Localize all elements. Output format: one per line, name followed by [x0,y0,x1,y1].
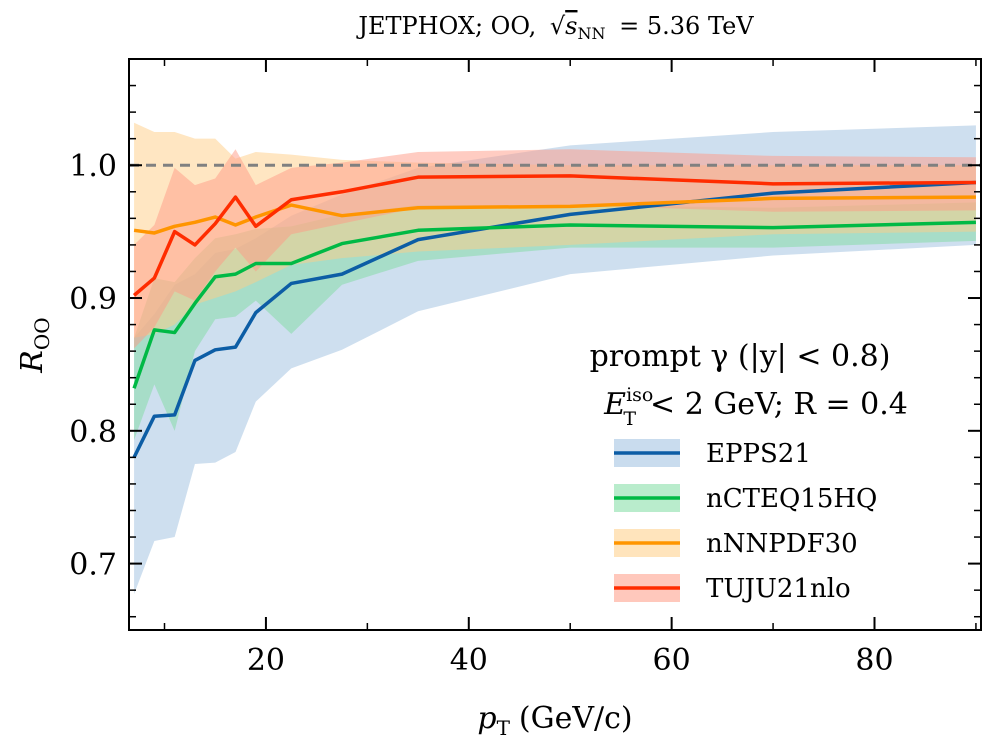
line-nnnpdf30 [133,195,976,235]
x-axis-label: pT (GeV/c) [477,701,632,740]
x-tick-label: 40 [450,643,488,678]
line-epps21 [132,180,977,459]
x-tick-label: 60 [653,643,691,678]
legend-label-ncteq15hq: nCTEQ15HQ [706,484,877,514]
y-tick-label: 1.0 [69,149,117,184]
x-label-symbol: p [477,701,496,736]
legend-label-tuju21nlo: TUJU21nlo [706,574,851,604]
x-tick-label: 80 [855,643,893,678]
axis-ticks: 20 40 60 80 0.7 0.8 0.9 1.0 [69,58,981,678]
annotation-sup: iso [626,384,653,406]
annotation-e: E [603,387,626,422]
annotation-rest: < 2 GeV; R = 0.4 [650,387,908,422]
x-label-unit: (GeV/c) [519,701,633,736]
legend-label-nnnpdf30: nNNPDF30 [706,529,858,559]
title-sqrt-sub: NN [578,24,606,43]
title-sqrt-sign: √ [550,12,566,40]
series-lines [132,174,977,459]
x-label-sub: T [497,716,511,740]
legend-label-epps21: EPPS21 [706,439,811,469]
legend: EPPS21 nCTEQ15HQ nNNPDF30 TUJU21nlo [614,439,877,604]
line-ncteq15hq [132,220,976,389]
y-axis-label: ROO [15,317,54,373]
y-tick-label: 0.8 [69,415,117,450]
band-ncteq15hq [134,202,976,441]
title-prefix: JETPHOX; OO, [355,12,536,40]
title-sqrt-s: s [565,12,577,40]
y-tick-label: 0.9 [69,282,117,317]
annotation-line2: Eiso T < 2 GeV; R = 0.4 [603,384,908,430]
annotation-line1: prompt γ (|y| < 0.8) [590,339,891,374]
title-value: = 5.36 TeV [619,12,754,40]
line-tuju21nlo [132,174,976,297]
y-label-sub: OO [30,317,54,350]
plot-frame [128,58,982,631]
chart-title: JETPHOX; OO, √sNN = 5.36 TeV [355,12,754,45]
y-label-symbol: R [15,350,50,374]
x-tick-label: 20 [247,643,285,678]
annotation-sub: T [623,408,636,430]
y-tick-label: 0.7 [69,548,117,583]
